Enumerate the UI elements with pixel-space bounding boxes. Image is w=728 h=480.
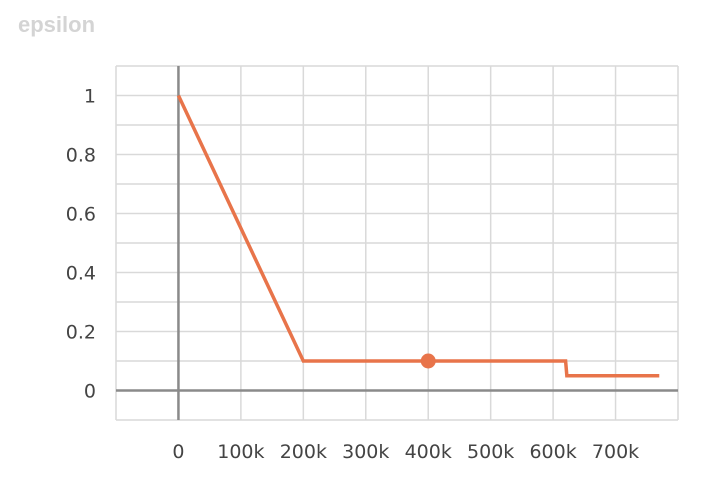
series-layer xyxy=(176,94,660,378)
grid xyxy=(115,65,679,421)
y-tick-label: 0 xyxy=(84,381,96,403)
chart-title: epsilon xyxy=(18,12,96,37)
x-tick-label: 0 xyxy=(172,441,184,463)
y-tick-label: 0.2 xyxy=(66,322,96,344)
y-tick-label: 1 xyxy=(84,86,96,108)
x-tick-label: 500k xyxy=(467,441,514,463)
y-tick-labels: 0 0.2 0.4 0.6 0.8 1 xyxy=(66,86,96,403)
x-tick-label: 200k xyxy=(280,441,327,463)
x-tick-labels: 0 100k 200k 300k 400k 500k 600k 700k xyxy=(172,441,639,463)
y-tick-label: 0.6 xyxy=(66,204,96,226)
hover-point-marker xyxy=(420,353,436,369)
y-tick-label: 0.4 xyxy=(66,263,96,285)
x-tick-label: 400k xyxy=(405,441,452,463)
x-tick-label: 600k xyxy=(529,441,576,463)
epsilon-series-line xyxy=(176,94,660,378)
axes xyxy=(116,66,678,420)
y-tick-label: 0.8 xyxy=(66,145,96,167)
x-tick-label: 300k xyxy=(342,441,389,463)
x-tick-label: 700k xyxy=(592,441,639,463)
x-tick-label: 100k xyxy=(217,441,264,463)
